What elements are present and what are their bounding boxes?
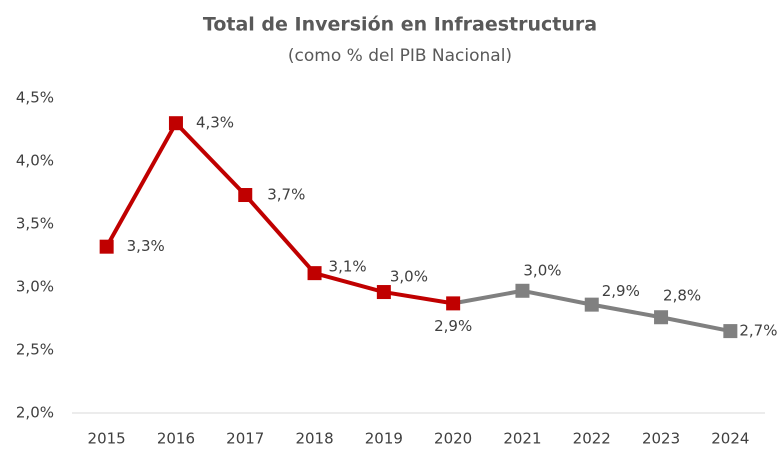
y-tick-label: 3,0% <box>16 278 54 296</box>
chart-subtitle: (como % del PIB Nacional) <box>288 46 512 66</box>
x-tick-label: 2015 <box>88 430 126 448</box>
marker <box>376 285 391 300</box>
y-tick-label: 4,5% <box>16 89 54 107</box>
x-tick-label: 2022 <box>573 430 611 448</box>
x-tick-label: 2024 <box>711 430 749 448</box>
data-label: 2,9% <box>602 282 640 300</box>
x-tick-label: 2017 <box>226 430 264 448</box>
y-tick-label: 2,5% <box>16 341 54 359</box>
marker <box>723 324 738 339</box>
data-label: 3,3% <box>127 237 165 255</box>
data-label: 2,9% <box>434 317 472 335</box>
data-label: 4,3% <box>196 114 234 132</box>
x-tick-label: 2023 <box>642 430 680 448</box>
marker <box>238 188 253 203</box>
marker <box>654 310 669 325</box>
line <box>104 121 454 306</box>
y-tick-label: 2,0% <box>16 404 54 422</box>
marker <box>446 296 461 311</box>
x-tick-label: 2020 <box>434 430 472 448</box>
marker <box>99 239 114 254</box>
x-tick-label: 2019 <box>365 430 403 448</box>
data-label: 3,0% <box>390 268 428 286</box>
data-label: 2,8% <box>663 287 701 305</box>
chart-title: Total de Inversión en Infraestructura <box>203 14 597 36</box>
data-label: 3,0% <box>523 261 561 279</box>
x-tick-label: 2016 <box>157 430 195 448</box>
data-label: 3,1% <box>329 258 367 276</box>
marker <box>307 266 322 281</box>
marker <box>584 297 599 312</box>
marker <box>168 116 183 131</box>
x-tick-label: 2021 <box>503 430 541 448</box>
y-tick-label: 4,0% <box>16 152 54 170</box>
marker <box>515 283 530 298</box>
data-label: 2,7% <box>739 322 777 340</box>
x-tick-label: 2018 <box>295 430 333 448</box>
data-label: 3,7% <box>267 186 305 204</box>
y-tick-label: 3,5% <box>16 215 54 233</box>
